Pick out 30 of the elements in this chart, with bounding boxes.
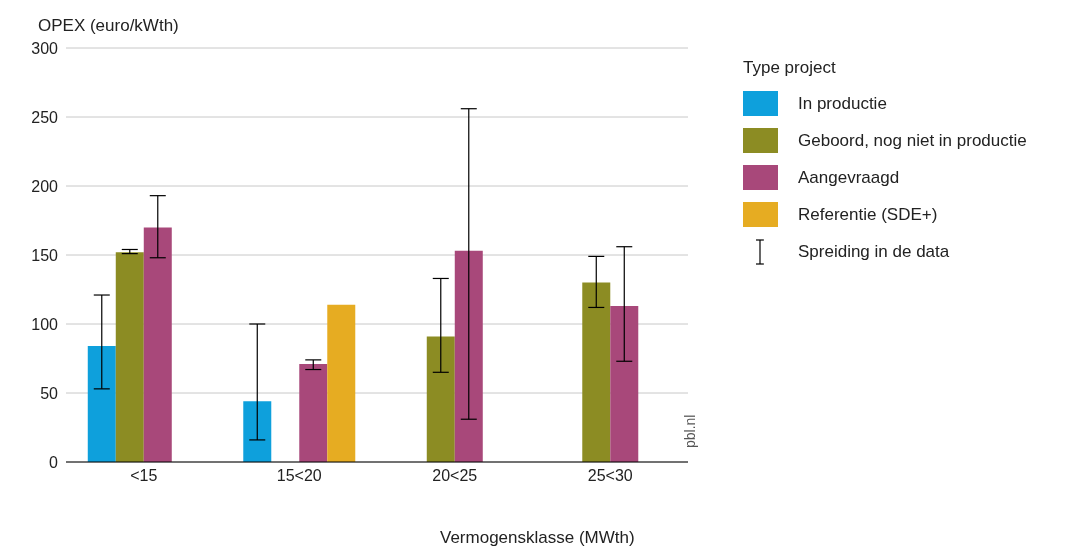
text: Spreiding in de data [798, 241, 950, 262]
y-tick-label: 300 [31, 39, 59, 57]
legend-title: Type project [743, 58, 837, 78]
bar [610, 306, 639, 462]
bar [426, 336, 455, 462]
x-axis-title: Vermogensklasse (MWth) [440, 528, 635, 548]
bar [87, 346, 116, 462]
y-tick-label: 100 [31, 315, 59, 333]
x-tick-label: 15<20 [276, 467, 322, 485]
x-tick-label: 20<25 [432, 467, 478, 485]
bar [582, 282, 611, 462]
bar [115, 252, 144, 462]
y-tick-label: 50 [40, 384, 59, 402]
bar [454, 250, 483, 462]
y-tick-label: 150 [31, 246, 59, 264]
y-tick-label: 200 [31, 177, 59, 195]
legend-label: Geboord, nog niet in productie [798, 130, 1027, 151]
annotation: pbl.nl [682, 414, 698, 448]
bar [327, 304, 356, 462]
y-tick-label: 0 [49, 453, 59, 471]
x-tick-label: 25<30 [587, 467, 633, 485]
legend-label: In productie [798, 93, 887, 114]
legend-label: Aangevraagd [798, 167, 900, 188]
legend-label: Referentie (SDE+) [798, 204, 938, 225]
bar [299, 364, 328, 462]
y-tick-label: 250 [31, 108, 59, 126]
x-tick-label: <15 [130, 467, 158, 485]
bar [143, 227, 172, 462]
bar [243, 401, 272, 462]
y-axis-title: OPEX (euro/kWth) [38, 16, 179, 36]
